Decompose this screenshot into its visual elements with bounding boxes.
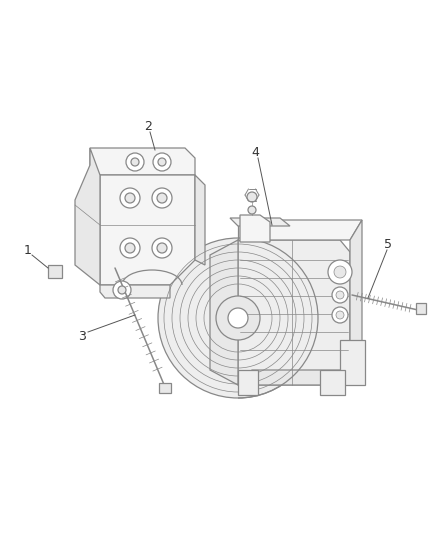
Circle shape — [113, 281, 131, 299]
Circle shape — [247, 192, 257, 202]
Circle shape — [216, 296, 260, 340]
Circle shape — [332, 307, 348, 323]
Polygon shape — [90, 148, 195, 175]
Polygon shape — [240, 215, 270, 242]
Circle shape — [120, 238, 140, 258]
Polygon shape — [230, 218, 290, 226]
Text: 3: 3 — [78, 329, 86, 343]
Text: 4: 4 — [251, 146, 259, 158]
Circle shape — [228, 308, 248, 328]
Circle shape — [158, 238, 318, 398]
Circle shape — [125, 243, 135, 253]
Polygon shape — [238, 220, 258, 240]
Polygon shape — [100, 285, 170, 298]
Text: 5: 5 — [384, 238, 392, 251]
Circle shape — [153, 153, 171, 171]
Circle shape — [334, 266, 346, 278]
Circle shape — [336, 311, 344, 319]
Polygon shape — [238, 370, 362, 385]
Polygon shape — [416, 303, 426, 314]
Polygon shape — [195, 175, 205, 265]
Circle shape — [131, 158, 139, 166]
Polygon shape — [75, 148, 100, 285]
Polygon shape — [340, 340, 365, 385]
Circle shape — [248, 206, 256, 214]
Polygon shape — [238, 370, 258, 395]
Circle shape — [158, 158, 166, 166]
Text: 2: 2 — [144, 119, 152, 133]
Polygon shape — [159, 383, 171, 393]
Circle shape — [332, 287, 348, 303]
Circle shape — [152, 188, 172, 208]
Polygon shape — [238, 240, 350, 385]
Polygon shape — [350, 220, 362, 385]
Circle shape — [328, 260, 352, 284]
Polygon shape — [48, 265, 62, 278]
Text: 1: 1 — [24, 244, 32, 256]
Circle shape — [120, 188, 140, 208]
Circle shape — [125, 193, 135, 203]
Circle shape — [336, 291, 344, 299]
Polygon shape — [320, 370, 345, 395]
Circle shape — [157, 193, 167, 203]
Circle shape — [118, 286, 126, 294]
Circle shape — [157, 243, 167, 253]
Polygon shape — [210, 240, 238, 385]
Polygon shape — [100, 175, 195, 285]
Circle shape — [126, 153, 144, 171]
Polygon shape — [238, 220, 362, 240]
Circle shape — [152, 238, 172, 258]
